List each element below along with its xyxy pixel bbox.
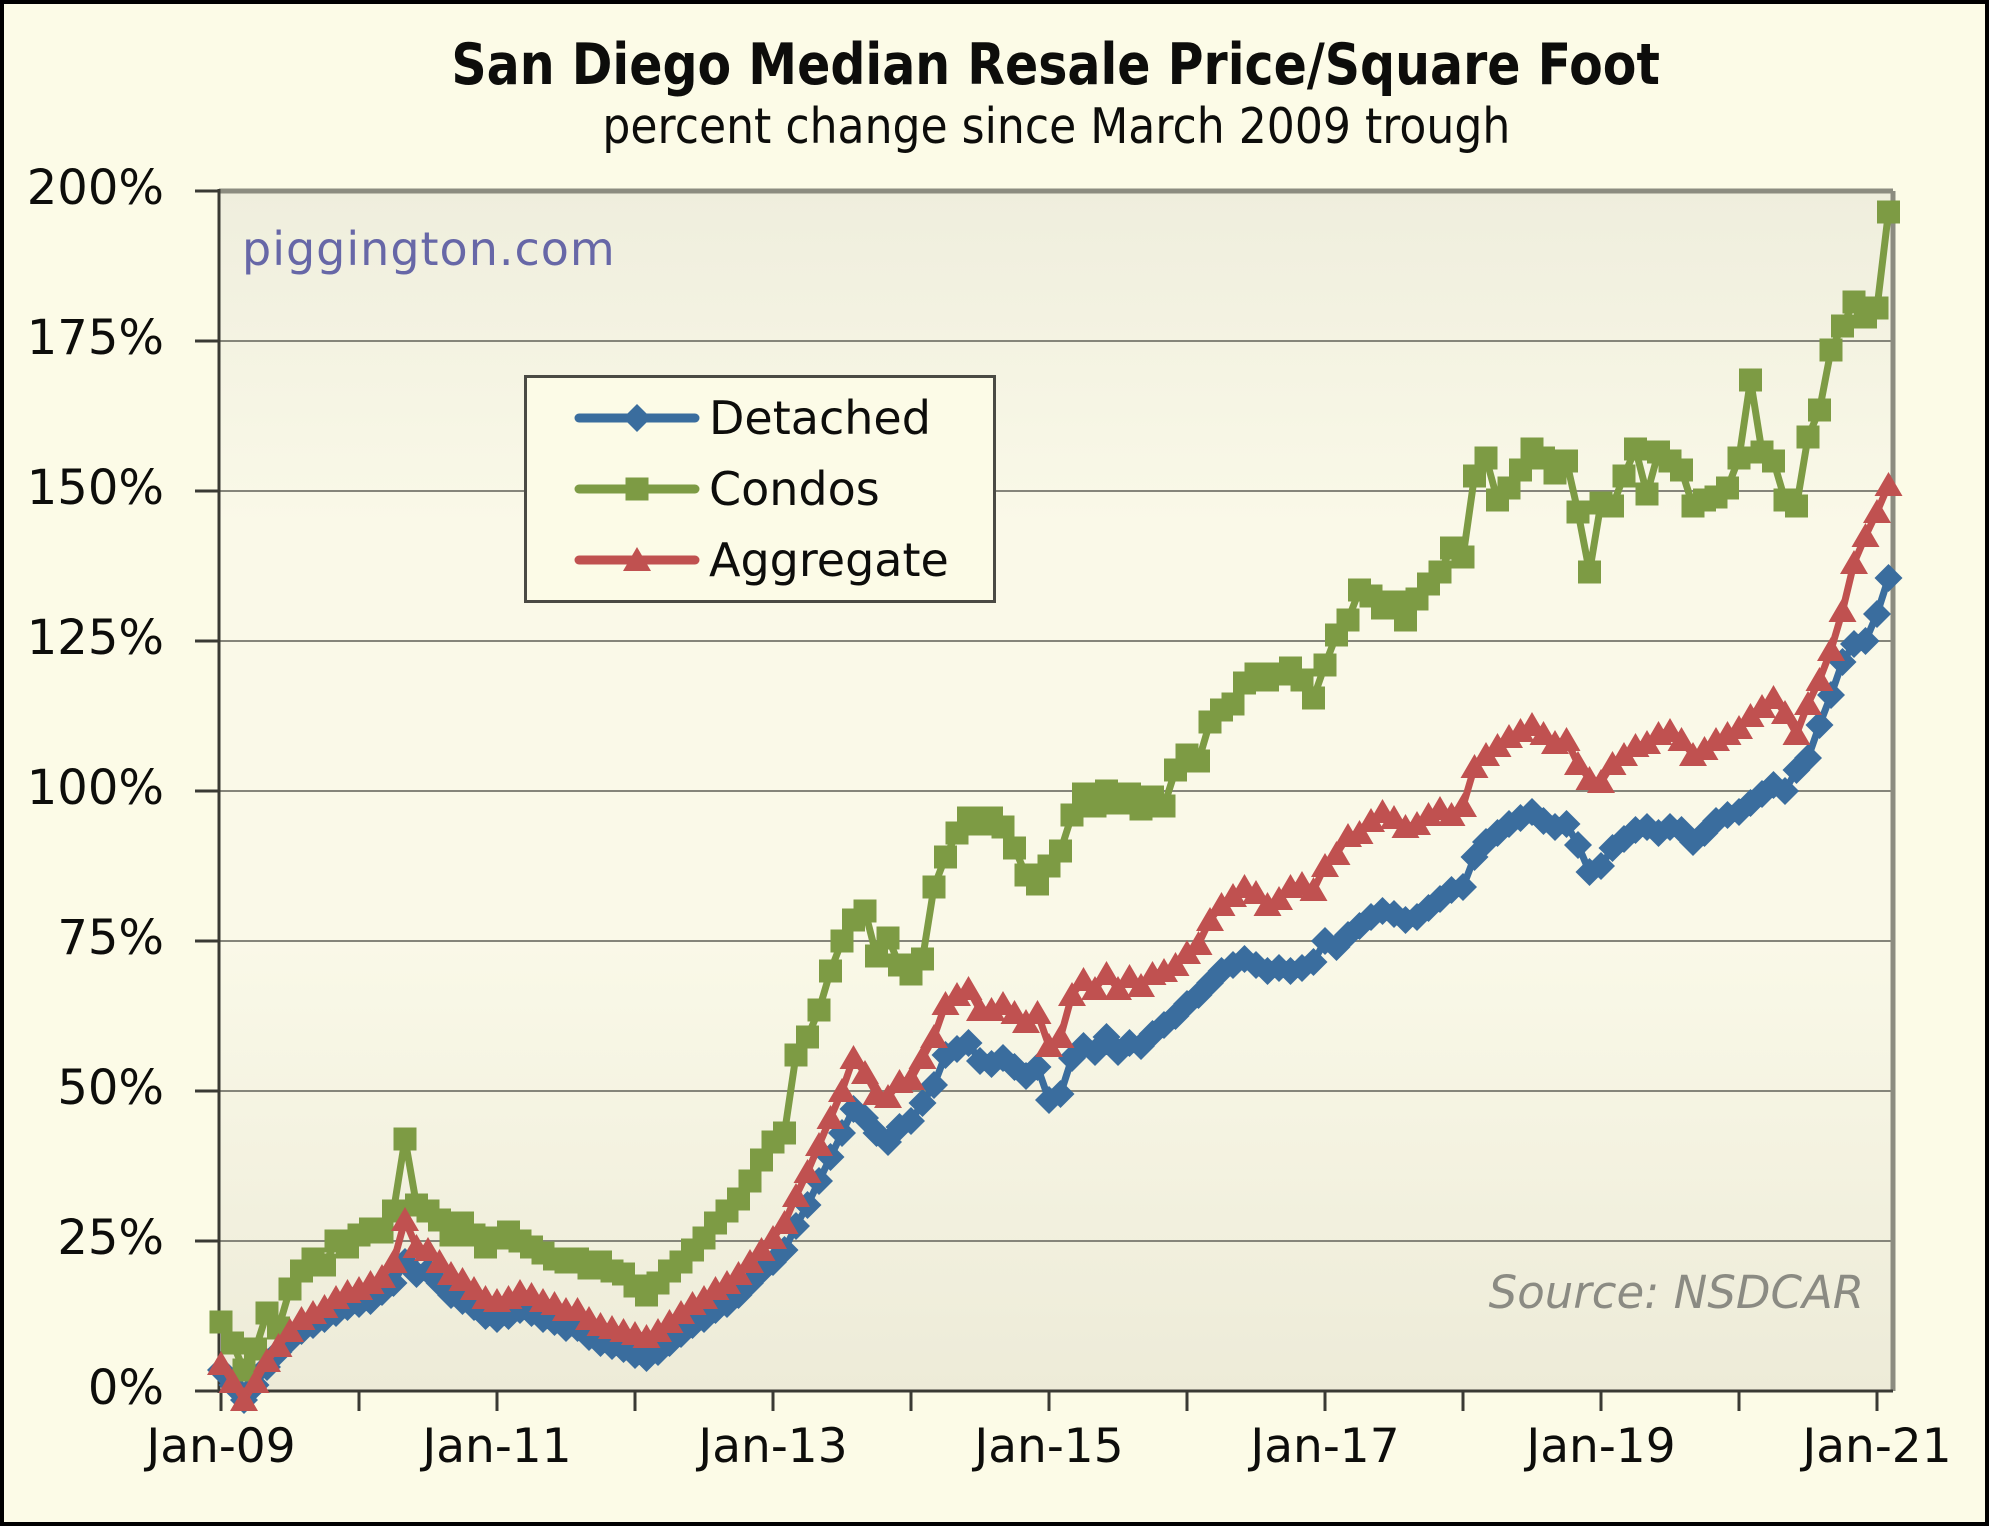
x-axis-label: Jan-09 — [146, 1419, 296, 1474]
chart-subtitle: percent change since March 2009 trough — [602, 97, 1510, 155]
y-axis-label: 125% — [26, 610, 164, 666]
x-axis-label: Jan-13 — [698, 1419, 848, 1474]
x-axis-label: Jan-19 — [1526, 1419, 1676, 1474]
y-axis-label: 175% — [26, 310, 164, 366]
chart-title: San Diego Median Resale Price/Square Foo… — [451, 32, 1661, 98]
legend-label-condos: Condos — [709, 462, 880, 516]
price-chart-plot — [195, 188, 1903, 1414]
x-axis-label: Jan-21 — [1802, 1419, 1952, 1474]
watermark: piggington.com — [242, 222, 616, 276]
y-axis-label: 0% — [87, 1360, 164, 1416]
y-axis-label: 100% — [26, 760, 164, 816]
legend-label-detached: Detached — [709, 391, 931, 445]
aggregate-line-marker-icon — [574, 547, 700, 571]
title-block: San Diego Median Resale Price/Square Foo… — [219, 32, 1893, 155]
y-axis-label: 75% — [57, 910, 164, 966]
y-axis-label: 25% — [57, 1210, 164, 1266]
legend: Detached Condos Aggregate — [524, 375, 996, 603]
legend-item-aggregate: Aggregate — [574, 529, 993, 591]
y-axis-label: 200% — [26, 160, 164, 216]
condos-line-marker-icon — [574, 477, 700, 501]
legend-label-aggregate: Aggregate — [709, 533, 949, 587]
x-axis-label: Jan-17 — [1250, 1419, 1400, 1474]
detached-line-marker-icon — [574, 404, 700, 432]
y-axis-label: 50% — [57, 1060, 164, 1116]
legend-item-condos: Condos — [574, 458, 993, 520]
x-axis-label: Jan-11 — [422, 1419, 572, 1474]
legend-item-detached: Detached — [574, 387, 993, 449]
y-axis-label: 150% — [26, 460, 164, 516]
x-axis-label: Jan-15 — [974, 1419, 1124, 1474]
source-note: Source: NSDCAR — [1488, 1266, 1864, 1319]
